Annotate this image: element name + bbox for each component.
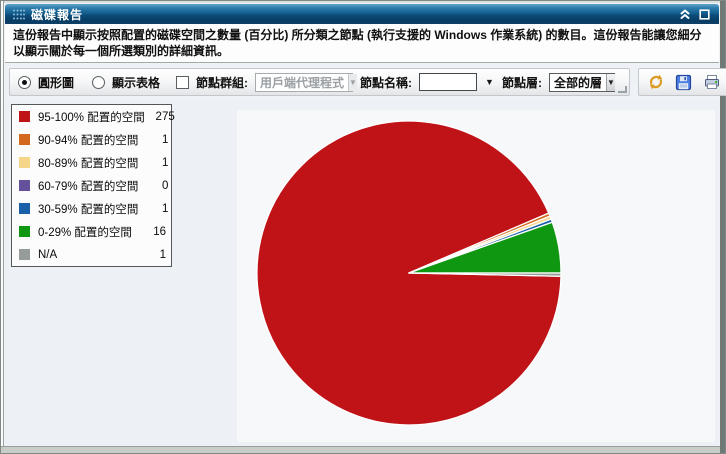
legend-value: 1	[161, 156, 169, 169]
node-group-select: 用戶端代理程式 ▼	[255, 72, 357, 92]
node-group-checkbox[interactable]	[176, 75, 190, 89]
pie-chart-radio[interactable]	[18, 75, 31, 89]
chart-area: 95-100% 配置的空間 275 90-94% 配置的空間 1 80-89% 配置的空…	[5, 100, 719, 446]
chevron-down-icon: ▼	[605, 73, 615, 91]
legend-label: 95-100% 配置的空間	[38, 111, 145, 124]
legend-row: 30-59% 配置的空間 1	[12, 197, 171, 220]
toolbar: 圓形圖 顯示表格 節點群組: 用戶端代理程式 ▼ 節點名稱: ▼ 節點層: 全部…	[5, 64, 726, 100]
action-toolbar-group	[637, 68, 726, 96]
legend-row: 90-94% 配置的空間 1	[12, 128, 171, 151]
save-icon	[676, 74, 692, 90]
chevron-down-icon: ▼	[348, 73, 357, 91]
legend-row: 95-100% 配置的空間 275	[12, 105, 175, 128]
title-bar: 磁碟報告	[5, 4, 719, 24]
collapse-button[interactable]	[678, 8, 691, 21]
maximize-icon	[699, 8, 710, 20]
maximize-button[interactable]	[698, 8, 711, 21]
node-tier-label: 節點層:	[501, 75, 542, 90]
legend-label: 30-59% 配置的空間	[38, 203, 139, 216]
legend-row: N/A 1	[12, 243, 171, 266]
legend-label: 60-79% 配置的空間	[38, 180, 139, 193]
print-button[interactable]	[700, 70, 724, 94]
pie-svg	[256, 120, 562, 426]
node-group-label[interactable]: 節點群組:	[196, 75, 249, 90]
node-tier-select[interactable]: 全部的層 ▼	[548, 72, 615, 92]
legend-value: 1	[159, 248, 166, 261]
legend-swatch	[19, 134, 30, 145]
node-name-label: 節點名稱:	[360, 75, 413, 90]
show-table-radio[interactable]	[92, 75, 106, 89]
pie-chart	[249, 113, 569, 433]
legend-swatch	[19, 111, 30, 122]
node-tier-select-value: 全部的層	[553, 75, 602, 90]
legend-value: 0	[161, 179, 169, 192]
node-name-dropdown-arrow-icon[interactable]: ▼	[485, 77, 494, 87]
legend-value: 1	[161, 133, 169, 146]
legend-swatch	[19, 249, 30, 260]
legend-label: N/A	[38, 248, 58, 261]
legend-swatch	[19, 157, 30, 168]
legend-value: 16	[153, 225, 166, 238]
legend-label: 90-94% 配置的空間	[38, 134, 139, 147]
show-table-radio-label[interactable]: 顯示表格	[112, 75, 161, 90]
legend-label: 0-29% 配置的空間	[38, 226, 132, 239]
node-name-input[interactable]	[419, 73, 478, 91]
refresh-button[interactable]	[644, 70, 668, 94]
legend-row: 0-29% 配置的空間 16	[12, 220, 171, 243]
legend-row: 80-89% 配置的空間 1	[12, 151, 171, 174]
printer-icon	[704, 75, 719, 89]
drag-handle-icon[interactable]	[12, 8, 25, 21]
legend-swatch	[19, 203, 30, 214]
report-description: 這份報告中顯示按照配置的磁碟空間之數量 (百分比) 所分類之節點 (執行支援的 …	[5, 24, 719, 63]
legend-swatch	[19, 226, 30, 237]
filter-toolbar-group: 圓形圖 顯示表格 節點群組: 用戶端代理程式 ▼ 節點名稱: ▼ 節點層: 全部…	[9, 68, 630, 96]
window-title: 磁碟報告	[31, 7, 84, 22]
legend-value: 1	[161, 202, 169, 215]
chevron-double-up-icon	[680, 9, 689, 19]
refresh-icon	[649, 74, 663, 90]
legend: 95-100% 配置的空間 275 90-94% 配置的空間 1 80-89% 配置的空…	[11, 104, 175, 267]
pie-chart-radio-label[interactable]: 圓形圖	[38, 75, 75, 90]
node-group-select-value: 用戶端代理程式	[260, 75, 345, 90]
pie-slice-6[interactable]	[408, 272, 562, 277]
legend-value: 275	[155, 110, 175, 123]
legend-swatch	[19, 180, 30, 191]
legend-label: 80-89% 配置的空間	[38, 157, 139, 170]
save-button[interactable]	[672, 70, 696, 94]
legend-row: 60-79% 配置的空間 0	[12, 174, 171, 197]
